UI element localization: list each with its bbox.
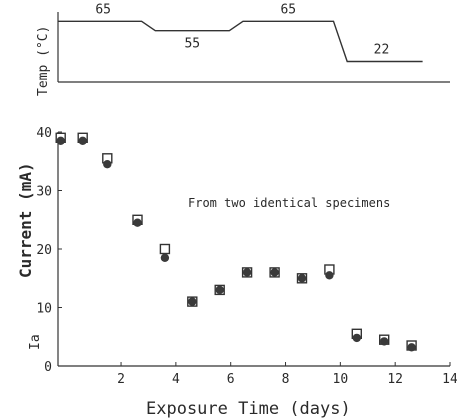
y-tick-label-10: 10	[36, 302, 52, 317]
point-circle-3	[133, 218, 142, 227]
point-circle-2	[103, 160, 112, 169]
x-axis-label: Exposure Time (days)	[146, 399, 351, 419]
x-tick-label-14: 14	[442, 372, 457, 387]
point-circle-7	[242, 268, 252, 277]
temp-label-3: 22	[374, 43, 390, 58]
x-tick-label-6: 6	[227, 372, 235, 387]
annotation: From two identical specimens	[188, 196, 390, 210]
point-circle-1	[78, 136, 87, 145]
y-tick-label-30: 30	[36, 185, 52, 200]
temp-value-labels: 65 55 65 22	[95, 2, 389, 57]
point-circle-11	[352, 333, 361, 343]
point-circle-5	[188, 297, 197, 306]
temp-label-1: 55	[184, 37, 200, 52]
point-circle-4	[160, 253, 170, 262]
temp-label-0: 65	[95, 2, 111, 17]
side-label-ia: Ia	[28, 334, 43, 350]
current-axis-label: Current (mA)	[16, 162, 35, 278]
y-tick-label-40: 40	[36, 126, 52, 141]
point-square-4	[159, 243, 171, 255]
point-circle-12	[380, 337, 389, 346]
x-tick-label-2: 2	[117, 372, 125, 387]
temp-axis-label: Temp (°C)	[36, 26, 51, 96]
current-panel: 0 10 20 30 40 2 4 6 8 10 12 14 Current (mA) Ia Fro…	[16, 126, 457, 419]
y-tick-label-0: 0	[44, 360, 52, 375]
point-circle-10	[325, 271, 334, 280]
x-tick-label-10: 10	[333, 372, 349, 387]
x-tick-label-12: 12	[387, 372, 403, 387]
current-y-ticks: 0 10 20 30 40	[36, 126, 62, 375]
point-circle-0	[56, 136, 65, 145]
point-circle-9	[297, 274, 307, 283]
point-circle-8	[270, 268, 279, 277]
point-circle-6	[215, 285, 224, 295]
current-x-ticks: 2 4 6 8 10 12 14	[117, 362, 457, 387]
point-circle-13	[407, 343, 416, 352]
temp-label-2: 65	[280, 2, 296, 17]
x-tick-label-4: 4	[172, 372, 180, 387]
temp-profile-line	[58, 20, 423, 63]
data-markers	[55, 132, 417, 352]
temperature-panel: Temp (°C) 65 55 65 22	[36, 2, 450, 96]
y-tick-label-20: 20	[36, 243, 52, 258]
x-tick-label-8: 8	[282, 372, 290, 387]
